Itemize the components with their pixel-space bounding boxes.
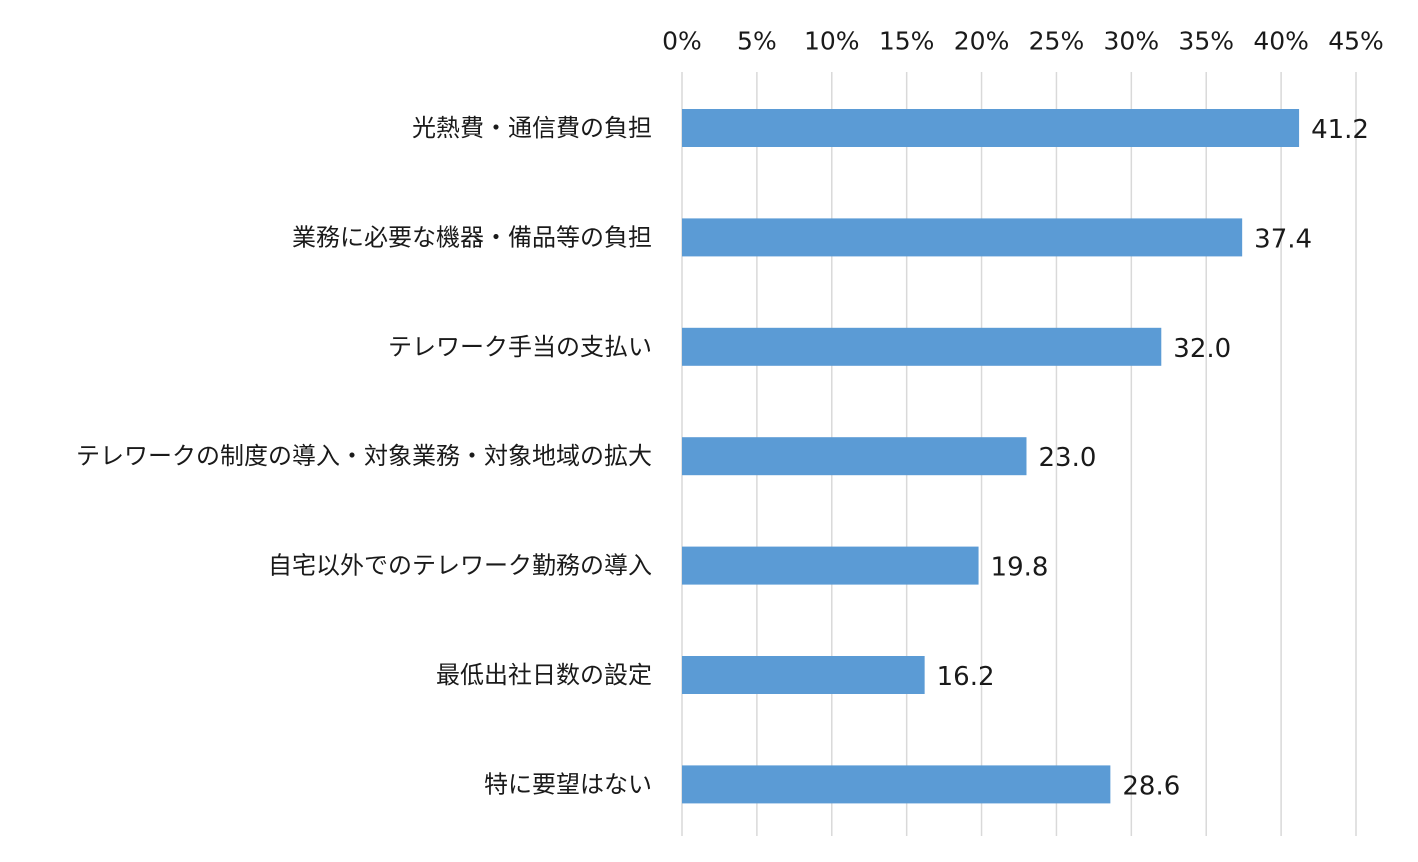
- x-tick-label: 15%: [879, 27, 935, 56]
- x-tick-label: 40%: [1253, 27, 1309, 56]
- value-labels: 41.2 37.4 32.0 23.0 19.8 16.2 28.6: [937, 115, 1369, 801]
- category-label: 自宅以外でのテレワーク勤務の導入: [268, 552, 652, 580]
- category-label: テレワーク手当の支払い: [388, 333, 652, 361]
- x-tick-label: 35%: [1178, 27, 1234, 56]
- x-tick-label: 30%: [1104, 27, 1160, 56]
- x-tick-label: 0%: [662, 27, 702, 56]
- x-axis-tick-labels: 0% 5% 10% 15% 20% 25% 30% 35% 40% 45%: [662, 27, 1384, 56]
- bar: [682, 546, 979, 585]
- bar: [682, 656, 925, 694]
- value-label: 41.2: [1311, 115, 1369, 145]
- category-label: 光熱費・通信費の負担: [412, 114, 652, 142]
- bars: [682, 109, 1300, 804]
- bar: [682, 109, 1300, 147]
- value-label: 16.2: [937, 662, 995, 692]
- bar: [682, 765, 1111, 804]
- x-tick-label: 25%: [1029, 27, 1085, 56]
- x-tick-label: 5%: [737, 27, 777, 56]
- value-label: 23.0: [1038, 443, 1096, 473]
- value-label: 19.8: [991, 553, 1049, 583]
- x-tick-label: 20%: [954, 27, 1010, 56]
- category-label: テレワークの制度の導入・対象業務・対象地域の拡大: [76, 442, 652, 470]
- category-labels: 光熱費・通信費の負担業務に必要な機器・備品等の負担テレワーク手当の支払いテレワー…: [76, 114, 652, 798]
- category-label: 業務に必要な機器・備品等の負担: [292, 223, 652, 251]
- value-label: 37.4: [1254, 224, 1312, 254]
- bar: [682, 437, 1027, 476]
- category-label: 最低出社日数の設定: [436, 661, 652, 689]
- category-label: 特に要望はない: [484, 770, 652, 798]
- x-tick-label: 10%: [804, 27, 860, 56]
- value-label: 28.6: [1122, 771, 1180, 801]
- bar: [682, 218, 1243, 257]
- x-tick-label: 45%: [1328, 27, 1384, 56]
- value-label: 32.0: [1173, 334, 1231, 364]
- bar: [682, 327, 1162, 366]
